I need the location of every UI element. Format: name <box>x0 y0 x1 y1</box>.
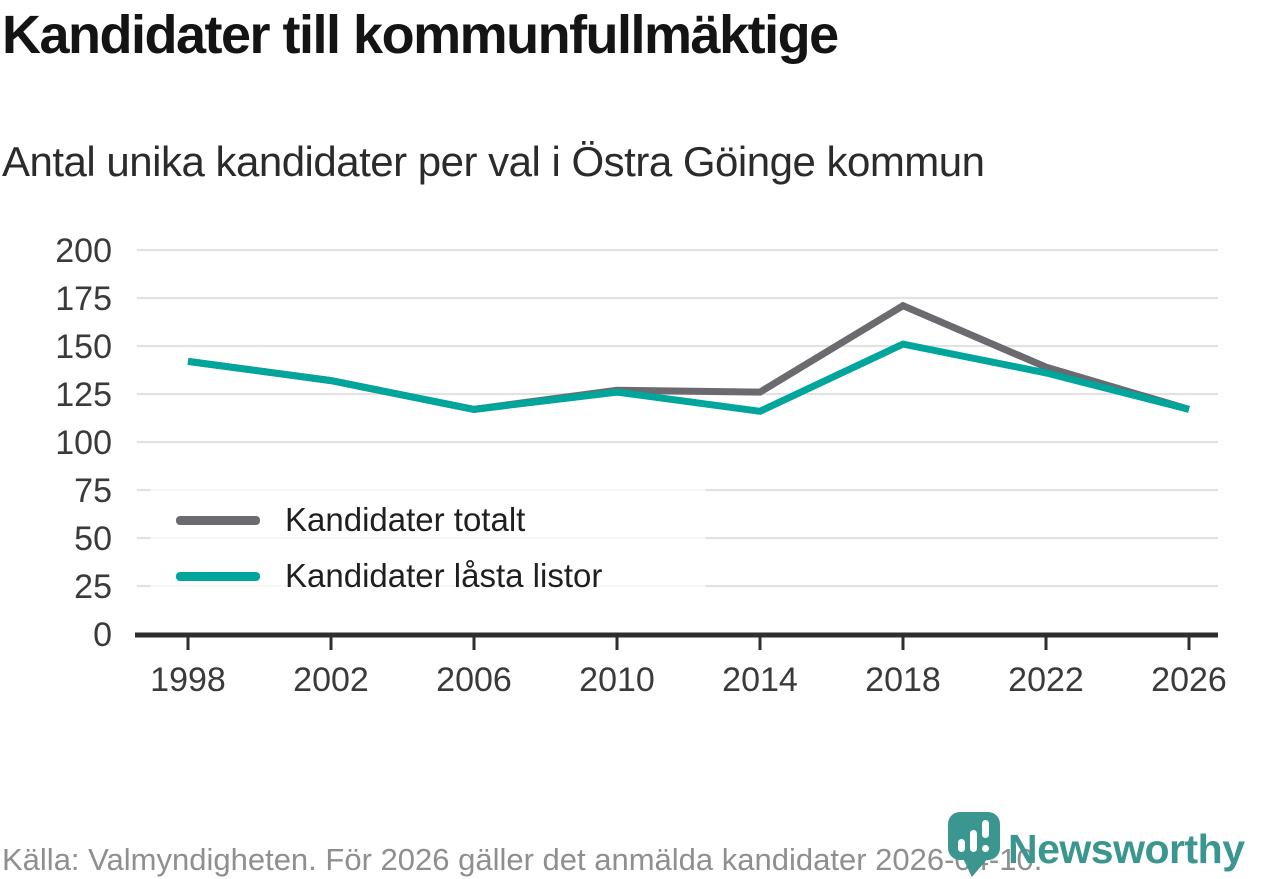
newsworthy-wordmark: Newsworthy <box>1008 826 1245 872</box>
y-axis-label: 200 <box>55 232 112 270</box>
x-axis-label: 2006 <box>436 661 512 699</box>
series-line-lasta-listor <box>187 340 1190 415</box>
x-axis-label: 1998 <box>150 661 226 699</box>
bar-chart-icon <box>982 820 989 838</box>
y-axis-label: 125 <box>55 376 112 414</box>
page-title: Kandidater till kommunfullmäktige <box>2 5 839 65</box>
legend: Kandidater totalt Kandidater låsta listo… <box>150 486 706 614</box>
newsworthy-pin-icon <box>948 812 1000 860</box>
chart-subtitle: Antal unika kandidater per val i Östra G… <box>2 138 985 185</box>
bar-chart-icon <box>970 830 977 852</box>
x-axis-label: 2018 <box>865 661 941 699</box>
x-axis-label: 2014 <box>722 661 798 699</box>
legend-item-lasta-listor: Kandidater låsta listor <box>176 548 706 604</box>
bar-chart-icon <box>958 839 965 852</box>
legend-swatch-lasta-listor-icon <box>176 571 260 581</box>
legend-label-lasta-listor: Kandidater låsta listor <box>285 557 603 594</box>
x-axis-label: 2026 <box>1151 661 1227 699</box>
source-note: Källa: Valmyndigheten. För 2026 gäller d… <box>2 842 1043 877</box>
legend-swatch-totalt-icon <box>176 515 260 525</box>
bar-chart-dot-icon <box>982 845 989 852</box>
x-axis-label: 2010 <box>579 661 655 699</box>
x-axis-label: 2022 <box>1008 661 1084 699</box>
x-axis-label: 2002 <box>293 661 369 699</box>
y-axis-label: 25 <box>74 568 112 606</box>
legend-item-totalt: Kandidater totalt <box>176 492 706 548</box>
y-axis-label: 150 <box>55 328 112 366</box>
y-axis-label: 75 <box>74 472 112 510</box>
legend-label-totalt: Kandidater totalt <box>285 501 526 538</box>
y-axis-label: 0 <box>93 616 112 654</box>
y-axis-label: 50 <box>74 520 112 558</box>
y-axis-label: 175 <box>55 280 112 318</box>
y-axis-label: 100 <box>55 424 112 462</box>
